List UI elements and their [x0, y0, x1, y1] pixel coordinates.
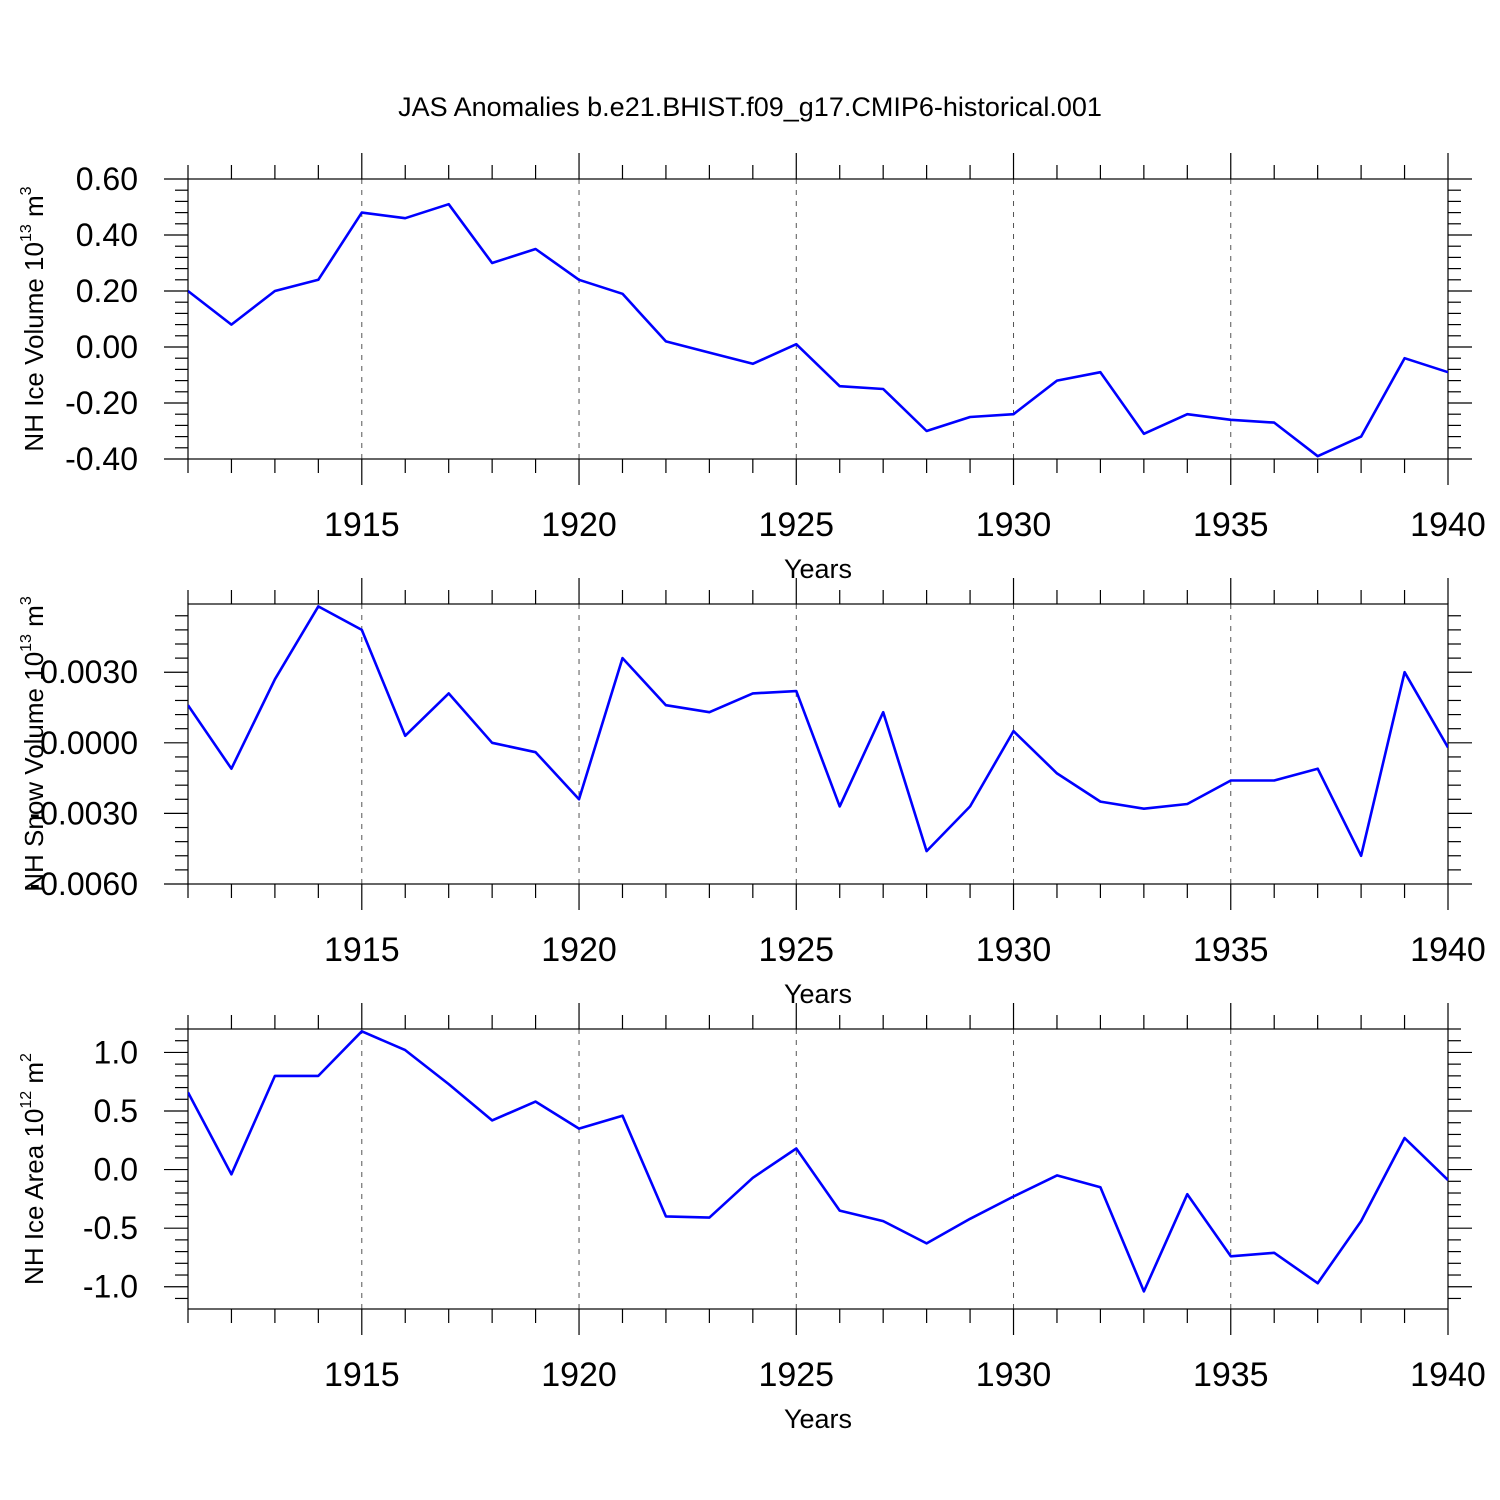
- x-axis-label: Years: [784, 979, 852, 1009]
- y-tick-label: -0.5: [83, 1210, 138, 1246]
- x-tick-label: 1920: [541, 931, 617, 969]
- y-tick-label: -0.20: [65, 385, 138, 421]
- y-tick-label: -0.0060: [29, 866, 138, 902]
- y-tick-label: -0.0030: [29, 795, 138, 831]
- x-tick-label: 1940: [1410, 1356, 1486, 1394]
- y-axis-label: NH Ice Area 1012 m2: [18, 1053, 49, 1285]
- y-tick-label: 1.0: [94, 1034, 138, 1070]
- x-tick-label: 1915: [324, 506, 400, 544]
- panel-2: 1915 1920 1925 1930 1935 1940 -0.0060 -0.0030 0.…: [18, 578, 1486, 1009]
- x-tick-label: 1930: [976, 1356, 1052, 1394]
- plot-frame: [187, 178, 1449, 460]
- plot-frame: [187, 1028, 1449, 1310]
- x-axis-label: Years: [784, 1404, 852, 1434]
- y-axis-label: NH Ice Volume 1013 m3: [18, 186, 49, 451]
- x-tick-label: 1915: [324, 1356, 400, 1394]
- x-tick-label: 1925: [758, 506, 834, 544]
- y-tick-label: -0.40: [65, 441, 138, 477]
- chart-title: JAS Anomalies b.e21.BHIST.f09_g17.CMIP6-…: [398, 92, 1102, 122]
- y-tick-label: 0.20: [76, 273, 138, 309]
- x-tick-label: 1940: [1410, 931, 1486, 969]
- series-line: [188, 605, 1448, 858]
- y-tick-label: 0.0000: [40, 725, 138, 761]
- x-axis-label: Years: [784, 554, 852, 584]
- y-tick-label: 0.40: [76, 217, 138, 253]
- x-tick-label: 1925: [758, 931, 834, 969]
- panel-1: 1915 1920 1925 1930 1935 1940 -0.40 -0.20 0.00 0.…: [18, 153, 1486, 584]
- y-tick-label: 0.00: [76, 329, 138, 365]
- y-tick-label: -1.0: [83, 1269, 138, 1305]
- y-tick-label: 0.60: [76, 161, 138, 197]
- x-tick-label: 1935: [1193, 931, 1269, 969]
- x-tick-label: 1940: [1410, 506, 1486, 544]
- series-line: [188, 1030, 1448, 1293]
- y-axis-label: NH Snow Volume 1013 m3: [18, 596, 49, 892]
- x-tick-label: 1920: [541, 1356, 617, 1394]
- y-tick-label: 0.5: [94, 1093, 138, 1129]
- x-tick-label: 1930: [976, 931, 1052, 969]
- x-tick-label: 1915: [324, 931, 400, 969]
- panel-3: 1915 1920 1925 1930 1935 1940 -1.0 -0.5 0.0 0.5 1.…: [18, 1003, 1486, 1434]
- x-tick-label: 1935: [1193, 506, 1269, 544]
- x-tick-label: 1935: [1193, 1356, 1269, 1394]
- y-tick-label: 0.0: [94, 1152, 138, 1188]
- x-tick-label: 1925: [758, 1356, 834, 1394]
- x-tick-label: 1920: [541, 506, 617, 544]
- plot-frame: [187, 603, 1449, 885]
- y-tick-label: 0.0030: [40, 654, 138, 690]
- series-line: [188, 202, 1448, 458]
- x-tick-label: 1930: [976, 506, 1052, 544]
